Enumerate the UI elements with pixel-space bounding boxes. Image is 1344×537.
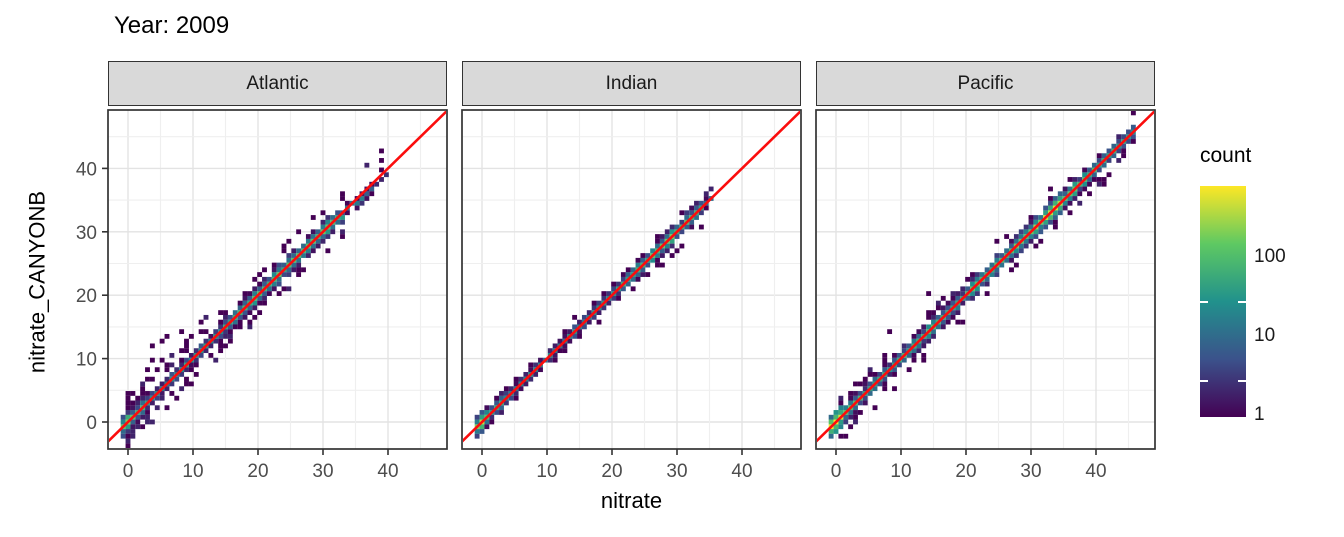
y-tick-label: 0 (86, 413, 97, 434)
facet-strip-pacific: Pacific (816, 61, 1155, 106)
x-tick-label: 0 (477, 461, 488, 482)
colorbar-tick-mark (1200, 301, 1208, 303)
x-tick-label: 40 (731, 461, 752, 482)
legend-title: count (1200, 144, 1252, 167)
y-tick-label: 30 (76, 223, 97, 244)
facet-strip-atlantic: Atlantic (108, 61, 447, 106)
facet-strip-label: Indian (605, 72, 658, 94)
panel-indian: 0 10 20 30 40 (461, 109, 802, 482)
x-tick-label: 30 (666, 461, 687, 482)
y-axis-ticks: 0 10 20 30 40 (76, 159, 108, 434)
x-tick-label: 10 (536, 461, 557, 482)
x-tick-label: 10 (182, 461, 203, 482)
colorbar-tick-mark (1200, 459, 1208, 461)
legend-colorbar (1200, 186, 1246, 461)
panel-border (815, 109, 1156, 450)
panel-gridlines (462, 110, 801, 449)
colorbar-tick-mark (1238, 301, 1246, 303)
x-tick-label: 30 (312, 461, 333, 482)
x-axis-ticks: 0 10 20 30 40 (477, 449, 753, 482)
panel-border (461, 109, 802, 450)
x-tick-label: 40 (377, 461, 398, 482)
plot-title: Year: 2009 (114, 12, 230, 39)
x-tick-label: 20 (247, 461, 268, 482)
colorbar-tick-mark (1238, 459, 1246, 461)
y-tick-label: 40 (76, 159, 97, 180)
facet-strip-label: Atlantic (246, 72, 309, 94)
x-axis-title: nitrate (600, 488, 663, 513)
x-tick-label: 10 (890, 461, 911, 482)
x-axis-ticks: 0 10 20 30 40 (831, 449, 1107, 482)
legend-tick-label-10: 10 (1254, 325, 1276, 346)
facet-strip-indian: Indian (462, 61, 801, 106)
x-tick-label: 0 (831, 461, 842, 482)
panel-atlantic: 0 10 20 30 40 (107, 109, 448, 482)
x-tick-label: 40 (1085, 461, 1106, 482)
identity-line (817, 111, 1154, 443)
x-tick-label: 20 (601, 461, 622, 482)
identity-line (463, 111, 800, 443)
x-tick-label: 30 (1020, 461, 1041, 482)
y-axis-title: nitrate_CANYONB (24, 190, 50, 374)
panel-pacific: 0 10 20 30 40 (815, 109, 1156, 482)
legend-tick-label-100: 100 (1254, 246, 1286, 267)
x-tick-label: 0 (123, 461, 134, 482)
y-tick-label: 20 (76, 286, 97, 307)
colorbar-tick-mark (1200, 380, 1208, 382)
legend-tick-label-1: 1 (1254, 404, 1265, 425)
panel-border (107, 109, 448, 450)
x-tick-label: 20 (955, 461, 976, 482)
y-tick-label: 10 (76, 350, 97, 371)
identity-line (109, 111, 446, 443)
facet-strip-label: Pacific (957, 72, 1014, 94)
x-axis-ticks: 0 10 20 30 40 (123, 449, 399, 482)
colorbar-tick-mark (1238, 380, 1246, 382)
legend-count: count 100 10 1 (1190, 140, 1340, 461)
panel-gridlines (816, 110, 1155, 449)
